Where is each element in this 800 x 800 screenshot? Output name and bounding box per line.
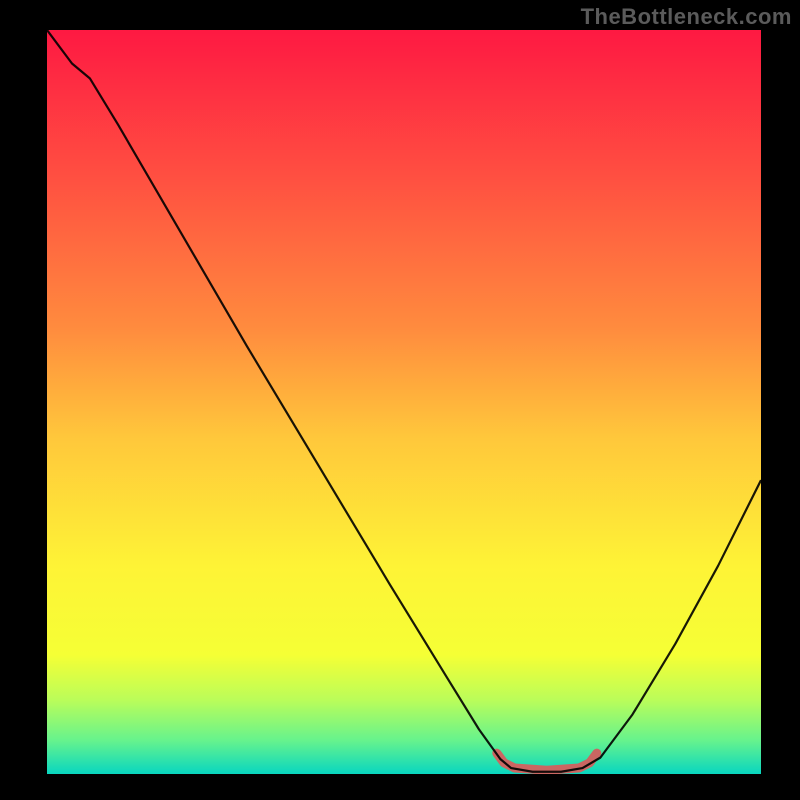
watermark-text: TheBottleneck.com <box>581 4 792 30</box>
gradient-background <box>47 30 761 774</box>
plot-area <box>47 30 761 774</box>
chart-container: TheBottleneck.com <box>0 0 800 800</box>
chart-svg <box>47 30 761 774</box>
